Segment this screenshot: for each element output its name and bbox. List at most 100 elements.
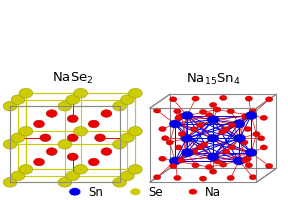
Circle shape [169, 120, 181, 128]
Circle shape [181, 135, 192, 143]
Circle shape [130, 188, 141, 196]
Circle shape [67, 153, 78, 161]
Circle shape [88, 158, 99, 166]
Circle shape [222, 149, 230, 154]
Circle shape [227, 109, 234, 114]
Text: Se: Se [148, 185, 163, 198]
Circle shape [11, 171, 25, 181]
Circle shape [66, 95, 79, 105]
Circle shape [120, 95, 134, 105]
Circle shape [199, 176, 207, 181]
Circle shape [66, 171, 79, 181]
Circle shape [266, 97, 273, 102]
Circle shape [222, 127, 230, 132]
Circle shape [113, 178, 126, 187]
Circle shape [69, 188, 81, 196]
Circle shape [120, 133, 134, 143]
Circle shape [128, 127, 142, 136]
Circle shape [174, 175, 181, 181]
Circle shape [95, 134, 106, 142]
Circle shape [240, 140, 248, 145]
Circle shape [209, 169, 217, 174]
Circle shape [88, 121, 99, 128]
Circle shape [207, 135, 219, 143]
Circle shape [245, 97, 253, 102]
Circle shape [244, 156, 251, 162]
Circle shape [153, 175, 161, 180]
Circle shape [58, 140, 72, 149]
Circle shape [67, 134, 78, 142]
Circle shape [253, 132, 260, 137]
Circle shape [219, 162, 227, 167]
Circle shape [174, 109, 181, 114]
Circle shape [257, 136, 265, 141]
Circle shape [128, 165, 142, 174]
Circle shape [161, 136, 169, 141]
Circle shape [190, 149, 198, 154]
Circle shape [207, 116, 219, 124]
Circle shape [175, 116, 182, 121]
Circle shape [244, 127, 251, 132]
Circle shape [181, 149, 193, 157]
Text: NaSe$_2$: NaSe$_2$ [52, 71, 94, 86]
Circle shape [169, 164, 177, 169]
Circle shape [205, 113, 213, 118]
Circle shape [113, 140, 126, 149]
Circle shape [33, 158, 44, 166]
Circle shape [245, 112, 257, 120]
Circle shape [166, 140, 173, 145]
Circle shape [233, 120, 245, 128]
Circle shape [169, 97, 177, 102]
Circle shape [196, 123, 204, 128]
Text: Na$_{15}$Sn$_4$: Na$_{15}$Sn$_4$ [186, 72, 240, 87]
Circle shape [192, 163, 199, 168]
Circle shape [101, 148, 112, 156]
Circle shape [192, 97, 199, 102]
Circle shape [219, 96, 227, 101]
Circle shape [40, 134, 51, 142]
Circle shape [58, 102, 72, 111]
Circle shape [113, 102, 126, 111]
Circle shape [260, 145, 268, 150]
Circle shape [177, 114, 185, 119]
Circle shape [153, 108, 161, 114]
Circle shape [245, 163, 253, 168]
Circle shape [200, 142, 208, 147]
Circle shape [3, 140, 17, 149]
Circle shape [3, 178, 17, 187]
Circle shape [101, 110, 112, 118]
Text: Na: Na [205, 185, 221, 198]
Circle shape [199, 110, 207, 115]
Text: Sn: Sn [88, 185, 103, 198]
Circle shape [234, 135, 245, 143]
Circle shape [260, 116, 268, 121]
Circle shape [74, 165, 88, 174]
Circle shape [159, 127, 166, 132]
Circle shape [249, 175, 257, 180]
Circle shape [120, 171, 134, 181]
Circle shape [19, 89, 33, 98]
Circle shape [46, 110, 57, 118]
Circle shape [74, 89, 88, 98]
Circle shape [266, 164, 273, 169]
Circle shape [207, 153, 219, 161]
Circle shape [128, 89, 142, 98]
Circle shape [33, 121, 44, 128]
Circle shape [46, 148, 57, 156]
Circle shape [169, 157, 181, 165]
Circle shape [227, 175, 234, 181]
Circle shape [188, 189, 198, 195]
Circle shape [241, 158, 249, 163]
Circle shape [67, 115, 78, 123]
Circle shape [11, 95, 25, 105]
Circle shape [213, 159, 221, 164]
Circle shape [245, 149, 257, 157]
Circle shape [11, 133, 25, 143]
Circle shape [205, 165, 213, 170]
Circle shape [241, 114, 249, 119]
Circle shape [190, 127, 198, 132]
Circle shape [233, 157, 245, 165]
Circle shape [249, 108, 257, 114]
Circle shape [19, 127, 33, 136]
Circle shape [58, 178, 72, 187]
